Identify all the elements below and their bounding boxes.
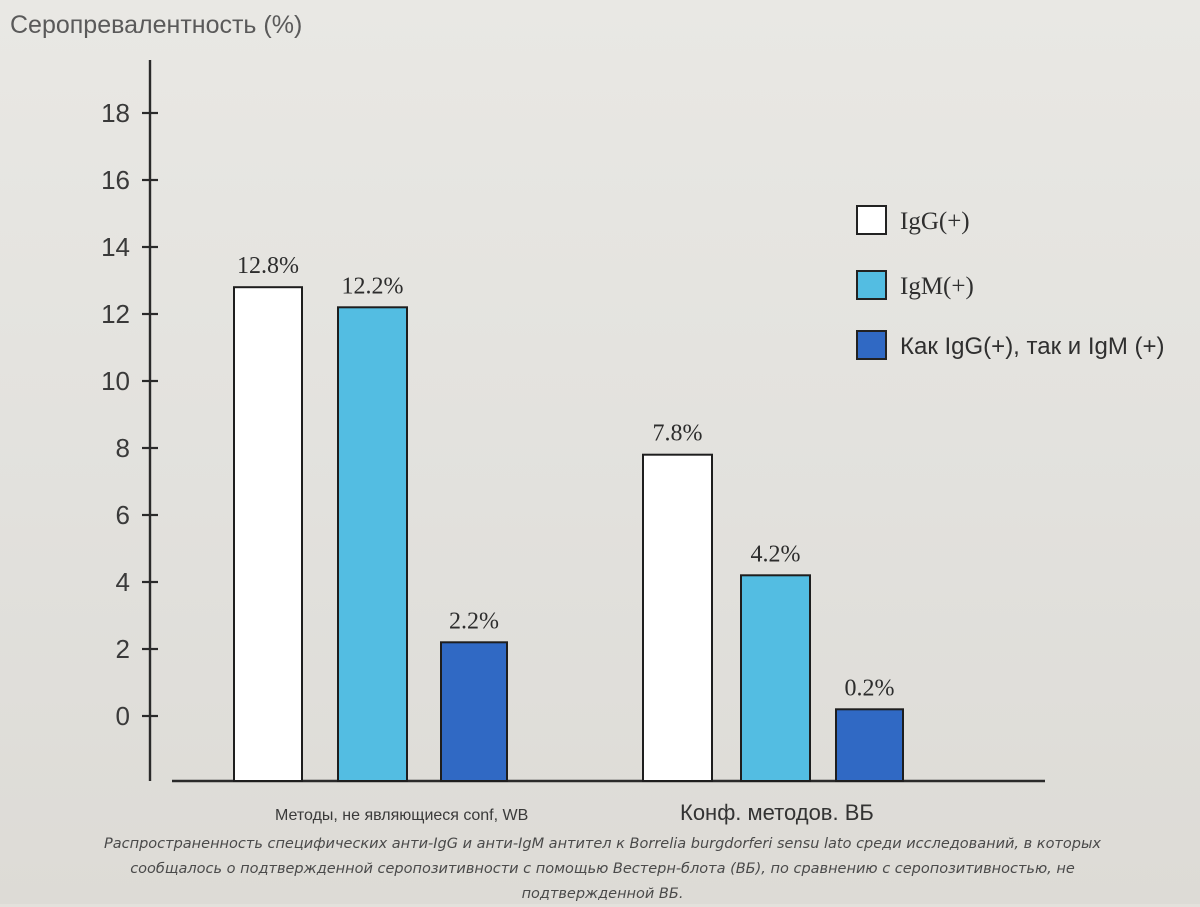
- bar-value-label: 7.8%: [653, 421, 703, 447]
- y-tick-label: 14: [101, 232, 130, 262]
- bars: [233, 286, 904, 782]
- both-bar-2: [835, 708, 904, 782]
- bar-value-label: 12.2%: [342, 273, 404, 299]
- y-tick-label: 10: [101, 366, 130, 396]
- legend-label: Как IgG(+), так и IgM (+): [900, 333, 1165, 360]
- igm-bar-1: [337, 306, 408, 782]
- data-labels: 12.8% 12.2% 2.2% 7.8% 4.2% 0.2%: [237, 253, 895, 701]
- bar-chart: Серопревалентность (%) 0 2 4 6 8 10 12 14 16 18 1…: [10, 11, 1165, 825]
- y-ticks: 0 2 4 6 8 10 12 14 16 18: [101, 98, 158, 731]
- y-tick-label: 18: [101, 98, 130, 128]
- y-tick-label: 6: [116, 500, 130, 530]
- legend: IgG(+) IgM(+) Как IgG(+), так и IgM (+): [856, 205, 1165, 360]
- y-tick-label: 16: [101, 165, 130, 195]
- bar-value-label: 2.2%: [449, 608, 499, 634]
- igg-bar-2: [642, 453, 713, 782]
- igm-bar-2: [740, 574, 811, 782]
- y-tick-label: 0: [116, 701, 130, 731]
- y-tick-label: 12: [101, 299, 130, 329]
- bar-value-label: 12.8%: [237, 253, 299, 279]
- y-tick-label: 4: [116, 567, 130, 597]
- category-labels: Методы, не являющиеся conf, WB Конф. мето…: [275, 800, 874, 825]
- legend-label: IgG(+): [900, 208, 970, 235]
- y-axis-title: Серопревалентность (%): [10, 11, 302, 39]
- category-label: Методы, не являющиеся conf, WB: [275, 807, 528, 824]
- bar-value-label: 4.2%: [751, 541, 801, 567]
- bar-value-label: 0.2%: [845, 675, 895, 701]
- y-tick-label: 2: [116, 634, 130, 664]
- igg-bar-1: [233, 286, 303, 782]
- legend-label: IgM(+): [900, 273, 974, 300]
- category-label: Конф. методов. ВБ: [680, 800, 874, 825]
- legend-swatch: [856, 330, 887, 360]
- both-bar-1: [440, 641, 508, 782]
- y-tick-label: 8: [116, 433, 130, 463]
- legend-swatch: [856, 270, 887, 300]
- legend-swatch: [856, 205, 887, 235]
- figure-caption: Распространенность специфических анти-Ig…: [104, 836, 1101, 902]
